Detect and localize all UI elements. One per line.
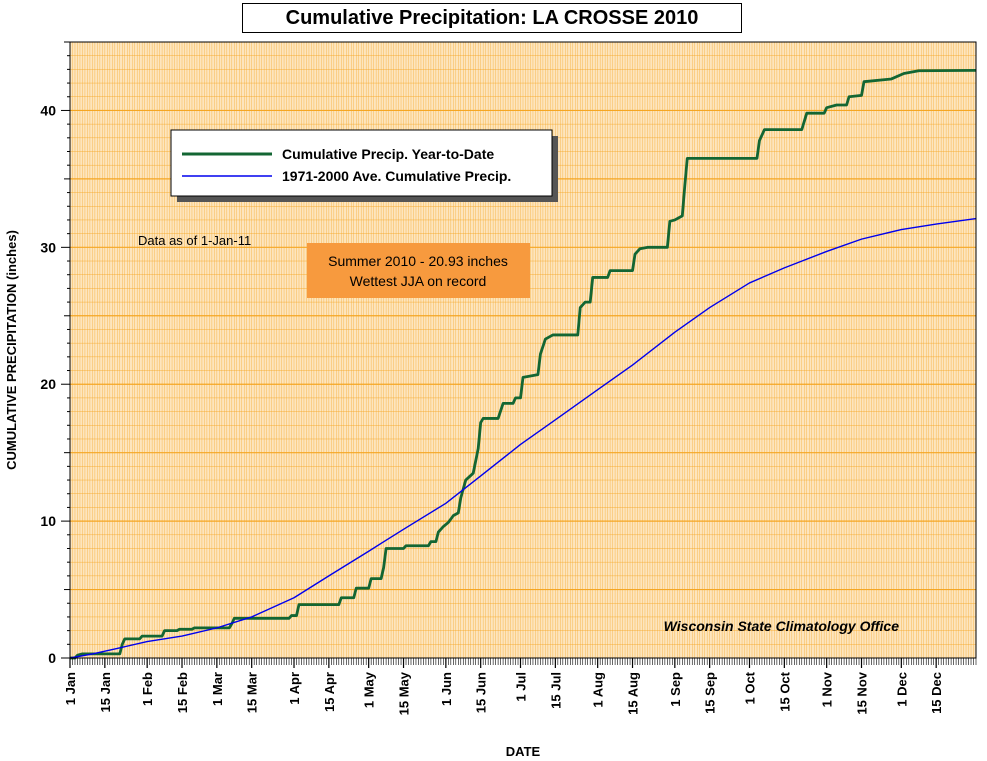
x-tick-label: 15 Mar — [245, 672, 260, 713]
data-as-of-note: Data as of 1-Jan-11 — [138, 233, 251, 248]
x-tick-label: 15 Oct — [777, 671, 792, 711]
x-tick-label: 15 Jul — [548, 672, 563, 709]
y-tick-label: 10 — [40, 513, 56, 529]
x-tick-label: 1 Jul — [514, 672, 529, 702]
series-line-normal — [69, 217, 977, 659]
y-axis-label: CUMULATIVE PRECIPITATION (inches) — [4, 230, 19, 470]
x-tick-label: 15 Sep — [703, 672, 718, 714]
x-tick-label: 1 Mar — [210, 672, 225, 706]
legend-label-normal: 1971-2000 Ave. Cumulative Precip. — [282, 168, 511, 184]
x-tick-label: 15 Jan — [98, 672, 113, 713]
summer-callout-line1: Summer 2010 - 20.93 inches — [328, 253, 508, 269]
x-tick-label: 1 Jan — [63, 672, 78, 705]
series-line-ytd — [70, 68, 977, 660]
x-tick-label: 15 Jun — [474, 672, 489, 713]
x-tick-label: 1 Oct — [743, 671, 758, 704]
x-tick-label: 1 Nov — [820, 671, 835, 707]
series-lines — [69, 68, 977, 660]
x-axis-label: DATE — [506, 744, 541, 759]
x-tick-label: 1 Jun — [439, 672, 454, 706]
credit-text: Wisconsin State Climatology Office — [664, 618, 900, 634]
summer-callout-line2: Wettest JJA on record — [350, 273, 487, 289]
y-tick-label: 30 — [40, 239, 56, 255]
y-tick-label: 20 — [40, 376, 56, 392]
x-tick-label: 15 Apr — [322, 672, 337, 712]
x-tick-label: 1 Apr — [287, 672, 302, 705]
y-axis: 0 10 20 30 40 — [40, 41, 70, 666]
x-tick-label: 15 Feb — [175, 672, 190, 713]
x-tick-label: 15 Aug — [626, 672, 641, 715]
y-tick-label: 40 — [40, 102, 56, 118]
chart-title: Cumulative Precipitation: LA CROSSE 2010 — [242, 3, 742, 33]
y-tick-label: 0 — [48, 650, 56, 666]
legend-box — [170, 129, 553, 197]
x-tick-label: 1 May — [362, 671, 377, 708]
x-tick-label: 1 Dec — [894, 672, 909, 707]
x-tick-label: 15 May — [397, 671, 412, 715]
summer-callout: Summer 2010 - 20.93 inches Wettest JJA o… — [307, 243, 530, 298]
x-tick-label: 1 Feb — [140, 672, 155, 706]
legend: Cumulative Precip. Year-to-Date 1971-200… — [170, 129, 558, 202]
x-tick-label: 15 Dec — [929, 672, 944, 714]
x-tick-label: 15 Nov — [855, 671, 870, 714]
summer-callout-box — [307, 243, 530, 298]
x-tick-label: 1 Sep — [668, 672, 683, 707]
x-axis: 1 Jan 15 Jan 1 Feb 15 Feb 1 Mar 15 Mar 1 Apr 15… — [63, 658, 977, 715]
legend-label-ytd: Cumulative Precip. Year-to-Date — [282, 146, 494, 162]
x-tick-label: 1 Aug — [591, 672, 606, 708]
